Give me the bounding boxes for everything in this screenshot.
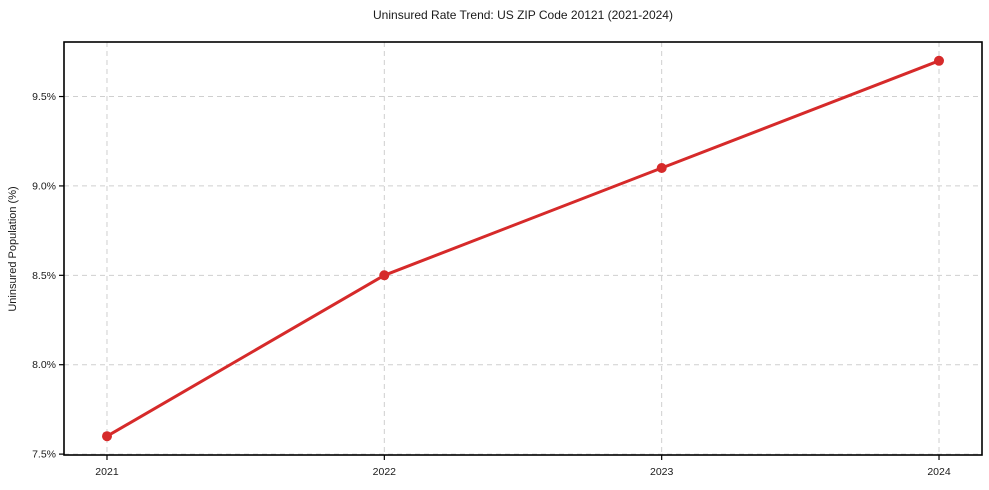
data-point — [656, 163, 667, 173]
data-point — [934, 55, 944, 66]
trend-line — [105, 59, 941, 438]
x-tick-label: 2023 — [650, 466, 674, 478]
y-tick-label: 7.5% — [32, 449, 56, 461]
x-tick-label: 2021 — [95, 466, 119, 478]
x-tick-label: 2024 — [927, 466, 951, 478]
y-tick-label: 8.5% — [32, 270, 56, 282]
y-tick-label: 9.0% — [32, 180, 56, 192]
plot-border — [63, 41, 983, 456]
data-point — [379, 270, 390, 281]
x-tick-label: 2022 — [373, 466, 397, 478]
y-tick-label: 9.5% — [32, 91, 56, 103]
chart-title: Uninsured Rate Trend: US ZIP Code 20121 … — [373, 8, 673, 22]
y-tick-label: 8.0% — [32, 359, 56, 371]
data-point — [102, 431, 112, 442]
